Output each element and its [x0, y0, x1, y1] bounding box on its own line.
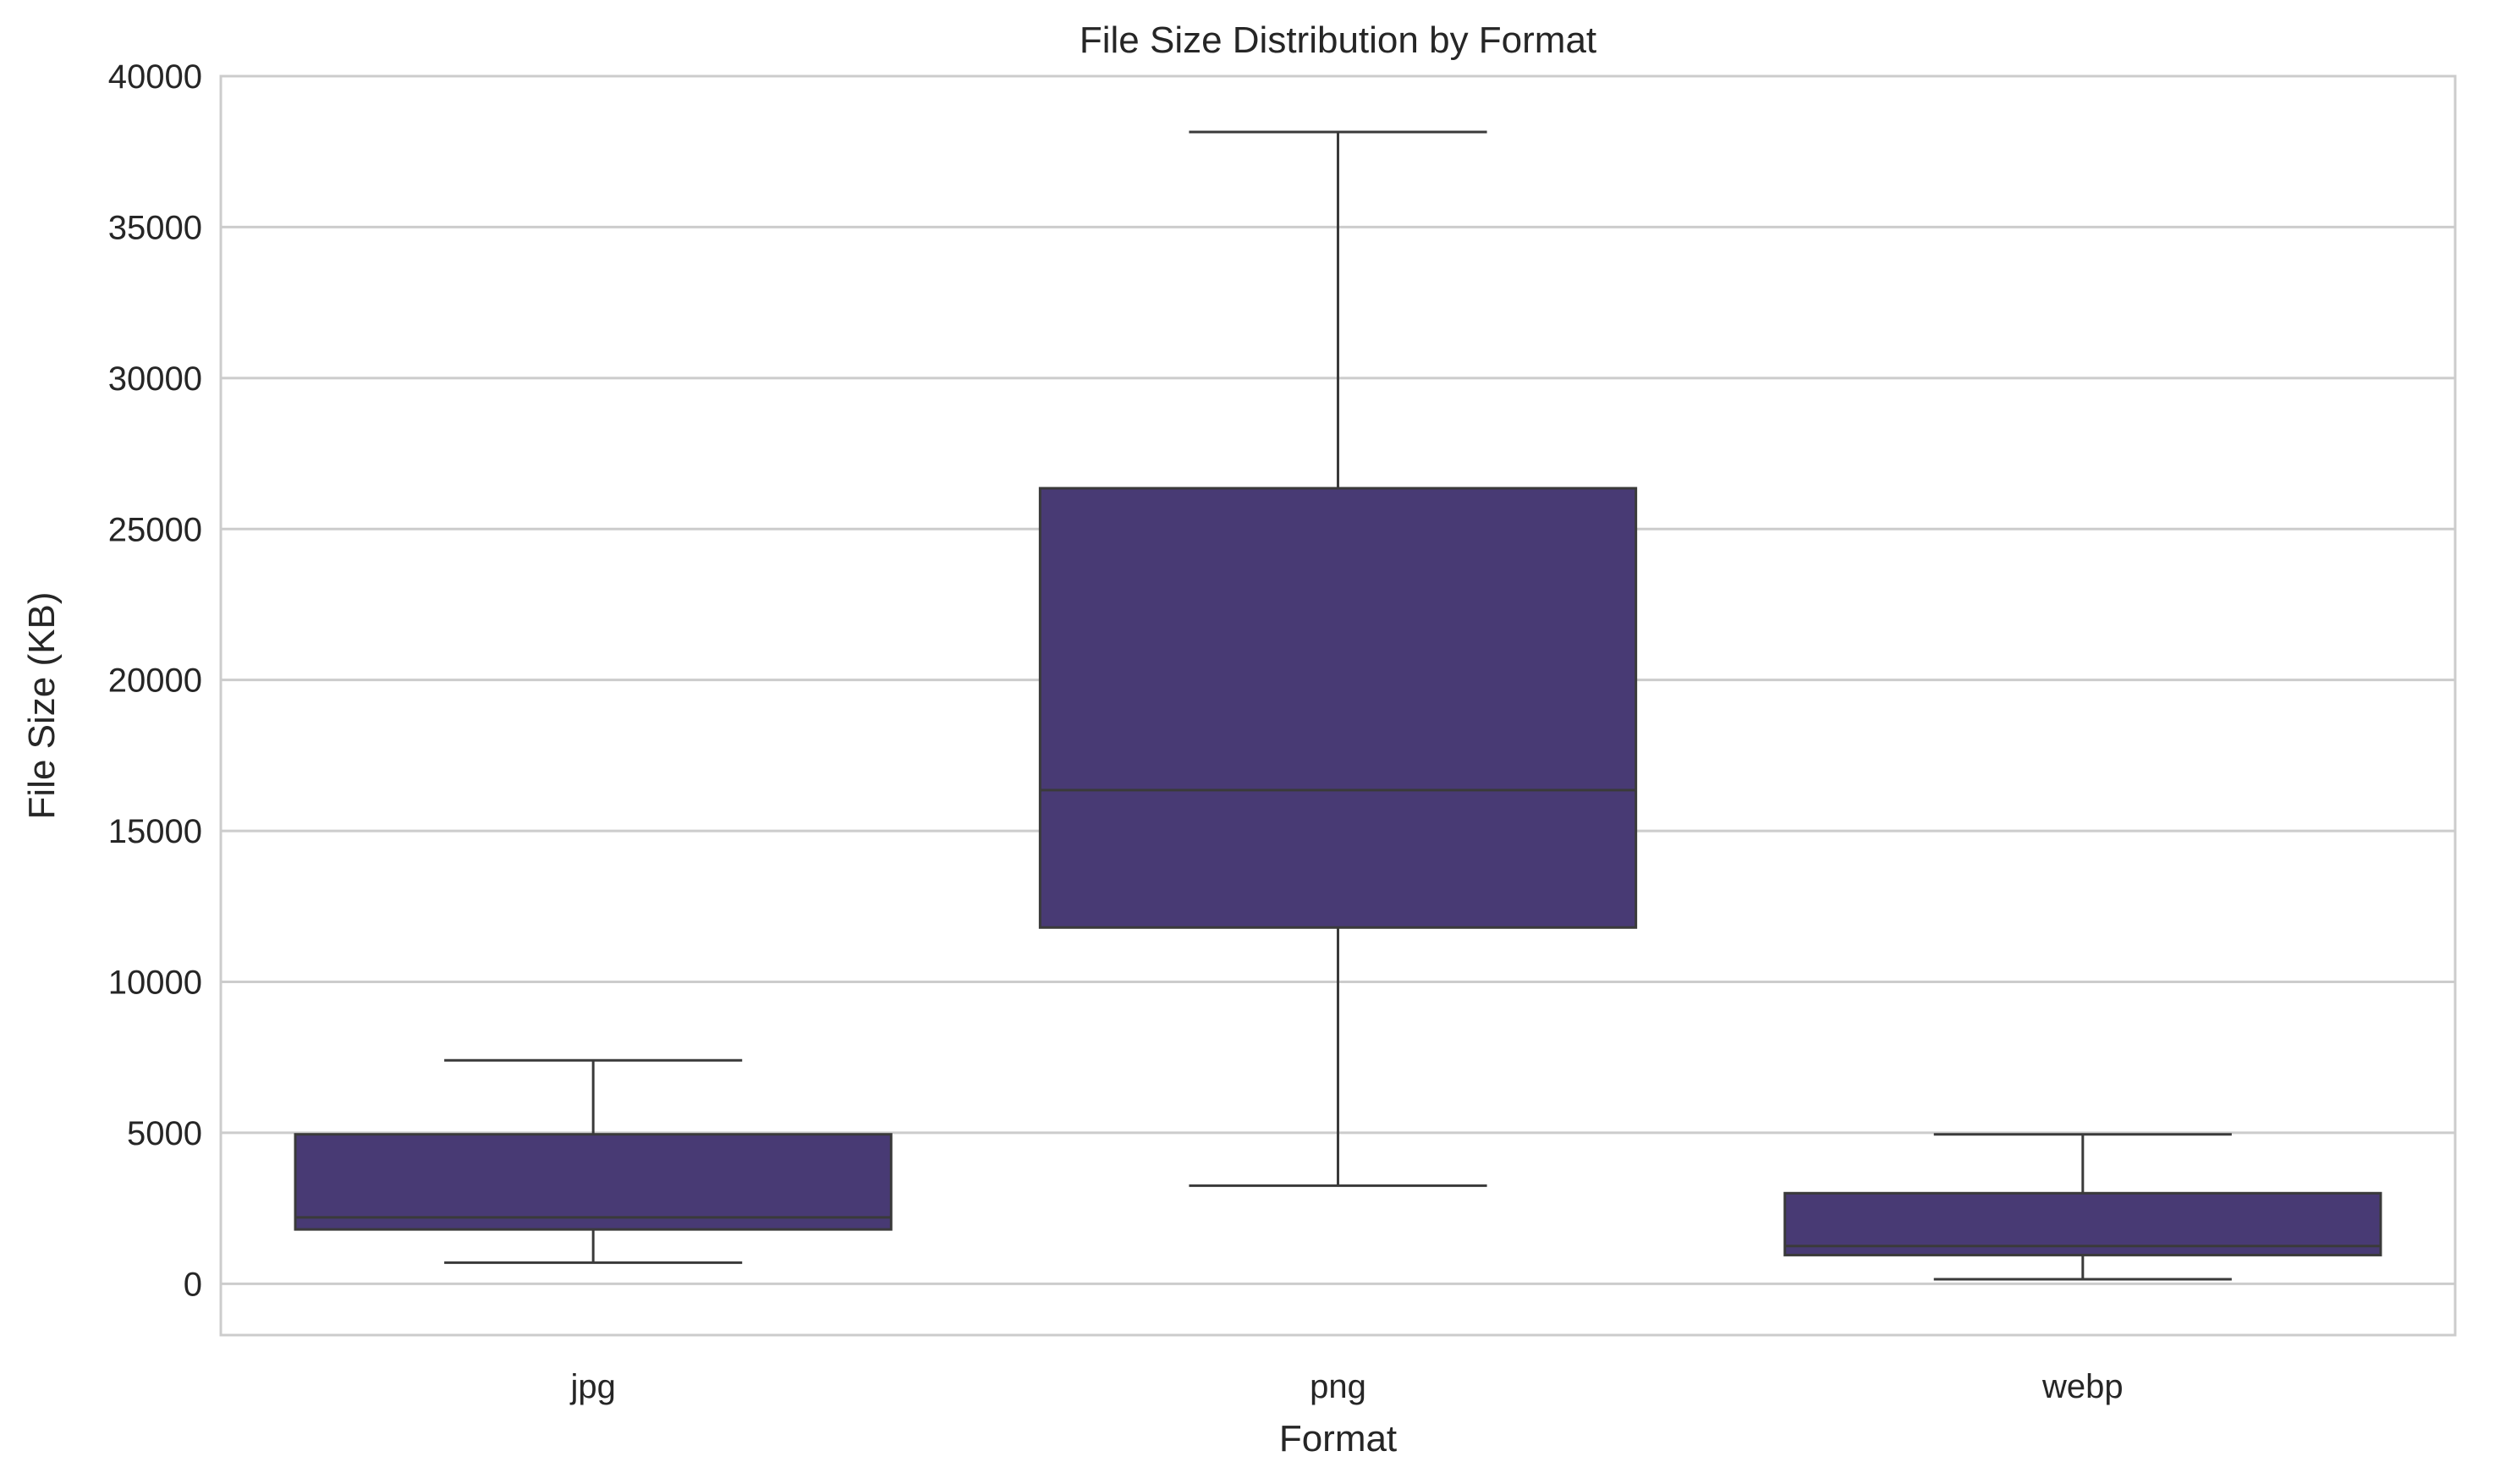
- iqr-box: [294, 1133, 893, 1231]
- y-tick-label: 10000: [108, 965, 202, 1002]
- y-tick-label: 40000: [108, 58, 202, 96]
- y-tick-label: 35000: [108, 209, 202, 246]
- y-axis-label: File Size (KB): [21, 592, 63, 820]
- box-png: [1038, 130, 1638, 1187]
- y-axis-ticks: 0 5000 10000 15000 20000 25000 30000 35000 40000: [108, 58, 202, 1303]
- y-tick-label: 20000: [108, 662, 202, 700]
- box-webp: [1783, 1133, 2382, 1281]
- x-axis-label: Format: [1279, 1418, 1397, 1459]
- x-tick-label: jpg: [569, 1368, 615, 1405]
- y-tick-label: 0: [184, 1266, 202, 1303]
- iqr-box: [1038, 486, 1638, 929]
- plot-frame: [219, 74, 2457, 1337]
- plot-frame-border: [219, 74, 2457, 1337]
- y-tick-label: 30000: [108, 360, 202, 398]
- y-tick-label: 15000: [108, 813, 202, 850]
- y-tick-label: 5000: [127, 1115, 202, 1152]
- x-axis-ticks: jpg png webp: [569, 1368, 2123, 1405]
- y-tick-label: 25000: [108, 511, 202, 548]
- x-tick-label: png: [1310, 1368, 1366, 1405]
- x-tick-label: webp: [2041, 1368, 2124, 1405]
- chart-title: File Size Distribution by Format: [1080, 19, 1596, 61]
- boxes: [294, 130, 2382, 1281]
- box-jpg: [294, 1058, 893, 1264]
